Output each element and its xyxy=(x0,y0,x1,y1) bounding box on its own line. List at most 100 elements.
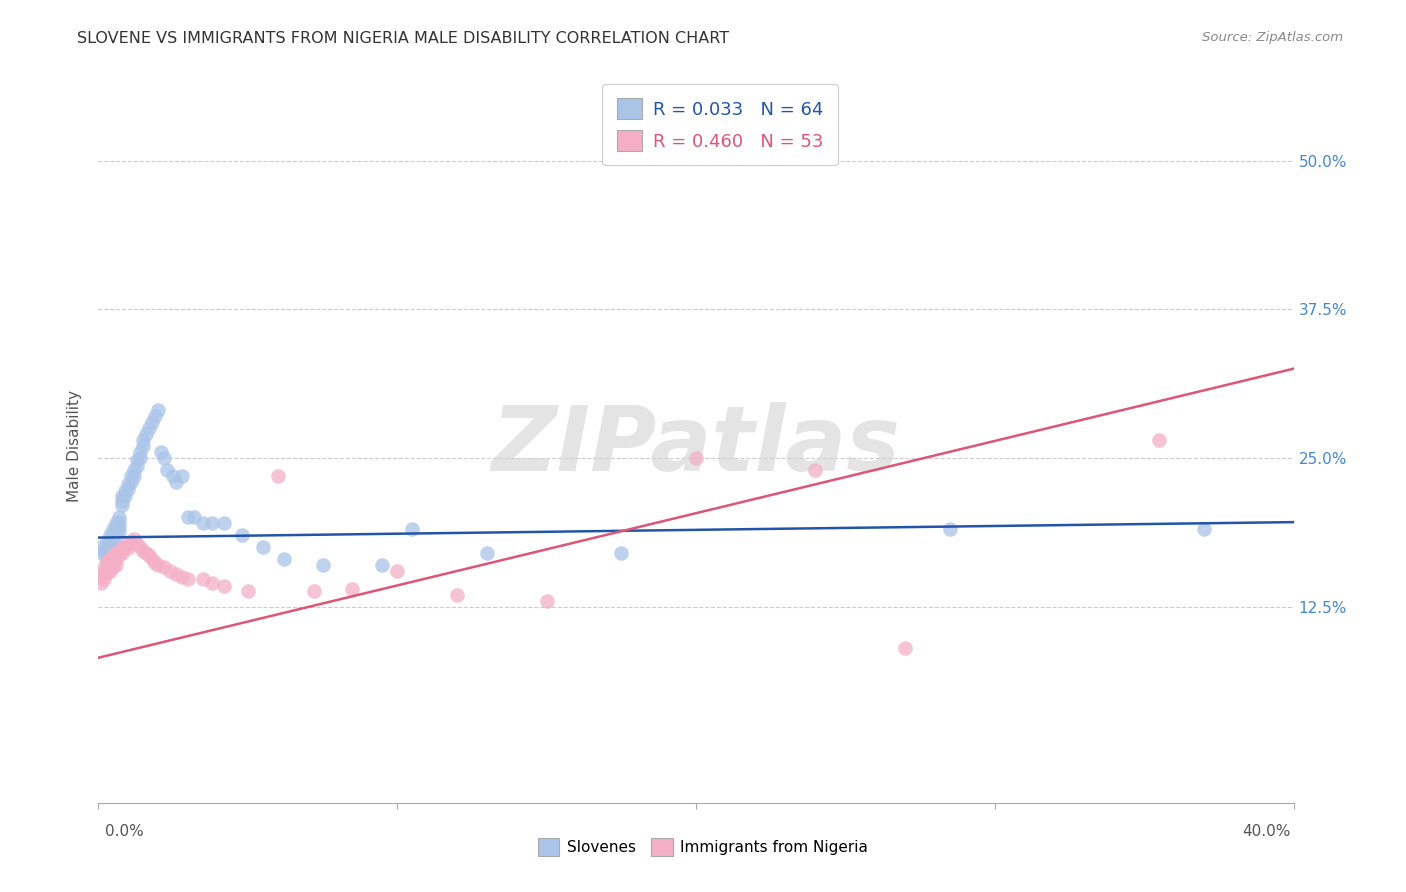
Point xyxy=(117,477,139,491)
Point xyxy=(177,572,200,586)
Text: 40.0%: 40.0% xyxy=(1243,824,1291,838)
Point xyxy=(191,516,214,531)
Point xyxy=(138,421,160,435)
Point xyxy=(804,463,827,477)
Point xyxy=(129,450,152,465)
Point xyxy=(103,560,125,574)
Point xyxy=(93,543,115,558)
Text: SLOVENE VS IMMIGRANTS FROM NIGERIA MALE DISABILITY CORRELATION CHART: SLOVENE VS IMMIGRANTS FROM NIGERIA MALE … xyxy=(77,31,730,46)
Point xyxy=(108,515,131,529)
Point xyxy=(103,522,125,536)
Point xyxy=(103,527,125,541)
Point xyxy=(96,554,118,568)
Point xyxy=(273,552,295,566)
Point xyxy=(371,558,394,572)
Point xyxy=(141,415,163,429)
Y-axis label: Male Disability: Male Disability xyxy=(67,390,83,502)
Text: ZIPatlas: ZIPatlas xyxy=(492,402,900,490)
Point xyxy=(153,560,176,574)
Point xyxy=(93,549,115,563)
Point xyxy=(150,445,173,459)
Point xyxy=(165,567,187,582)
Point xyxy=(105,552,128,566)
Point xyxy=(111,541,134,556)
Point xyxy=(114,540,136,554)
Point xyxy=(93,566,115,581)
Point xyxy=(114,489,136,503)
Point xyxy=(129,540,152,554)
Point xyxy=(385,564,409,578)
Point xyxy=(108,510,131,524)
Point xyxy=(127,459,149,474)
Point xyxy=(96,539,118,553)
Point xyxy=(105,524,128,539)
Point xyxy=(156,463,179,477)
Point xyxy=(117,482,139,496)
Point xyxy=(143,556,166,570)
Point xyxy=(159,564,181,578)
Point xyxy=(135,546,157,560)
Point xyxy=(124,463,146,477)
Point xyxy=(90,575,112,590)
Text: Source: ZipAtlas.com: Source: ZipAtlas.com xyxy=(1202,31,1343,45)
Point xyxy=(1192,522,1215,536)
Point xyxy=(98,558,122,572)
Point xyxy=(201,516,224,531)
Point xyxy=(111,489,134,503)
Point xyxy=(132,433,155,447)
Point xyxy=(183,510,205,524)
Text: 0.0%: 0.0% xyxy=(105,824,145,838)
Point xyxy=(172,468,194,483)
Point xyxy=(98,528,122,542)
Point xyxy=(1147,433,1170,447)
Point xyxy=(267,468,290,483)
Point xyxy=(446,588,468,602)
Point xyxy=(105,516,128,531)
Point xyxy=(536,593,558,607)
Point xyxy=(148,403,170,417)
Point xyxy=(111,546,134,560)
Point xyxy=(108,520,131,534)
Point xyxy=(98,540,122,554)
Point xyxy=(212,579,235,593)
Point xyxy=(108,543,131,558)
Point xyxy=(103,554,125,568)
Point xyxy=(132,439,155,453)
Legend: Slovenes, Immigrants from Nigeria: Slovenes, Immigrants from Nigeria xyxy=(531,832,875,862)
Point xyxy=(231,528,253,542)
Point xyxy=(108,524,131,539)
Point xyxy=(105,529,128,543)
Point xyxy=(894,641,917,656)
Point xyxy=(124,468,146,483)
Point xyxy=(127,453,149,467)
Point xyxy=(127,536,149,550)
Point xyxy=(98,534,122,549)
Point xyxy=(111,493,134,508)
Point xyxy=(96,534,118,549)
Point xyxy=(98,564,122,578)
Point xyxy=(172,570,194,584)
Point xyxy=(90,570,112,584)
Point xyxy=(98,546,122,560)
Point xyxy=(342,582,364,596)
Point xyxy=(96,560,118,574)
Point xyxy=(252,540,274,554)
Point xyxy=(191,572,214,586)
Point xyxy=(212,516,235,531)
Point xyxy=(236,584,259,599)
Legend: R = 0.033   N = 64, R = 0.460   N = 53: R = 0.033 N = 64, R = 0.460 N = 53 xyxy=(602,84,838,165)
Point xyxy=(401,522,423,536)
Point xyxy=(105,558,128,572)
Point xyxy=(141,552,163,566)
Point xyxy=(132,543,155,558)
Point xyxy=(138,549,160,563)
Point xyxy=(939,522,962,536)
Point xyxy=(103,532,125,546)
Point xyxy=(105,520,128,534)
Point xyxy=(153,450,176,465)
Point xyxy=(201,575,224,590)
Point xyxy=(475,546,498,560)
Point xyxy=(93,572,115,586)
Point xyxy=(120,468,142,483)
Point xyxy=(177,510,200,524)
